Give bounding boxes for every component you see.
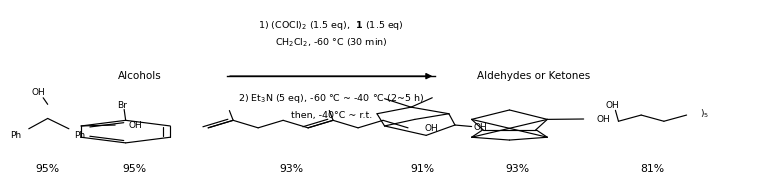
Text: 81%: 81%: [640, 164, 665, 174]
Text: 95%: 95%: [123, 164, 147, 174]
Text: CH$_2$Cl$_2$, -60 °C (30 min): CH$_2$Cl$_2$, -60 °C (30 min): [275, 36, 388, 49]
Text: Ph: Ph: [11, 131, 21, 140]
Text: OH: OH: [128, 121, 142, 130]
Text: )$_5$: )$_5$: [700, 108, 709, 120]
Text: then, -40°C ~ r.t.: then, -40°C ~ r.t.: [291, 111, 372, 120]
Text: 91%: 91%: [410, 164, 435, 174]
Text: OH: OH: [606, 101, 619, 110]
Text: Aldehydes or Ketones: Aldehydes or Ketones: [477, 71, 590, 81]
Text: OH: OH: [474, 123, 488, 132]
Text: Ph: Ph: [74, 131, 85, 140]
Text: Br: Br: [117, 101, 127, 110]
Text: 2) Et$_3$N (5 eq), -60 °C ~ -40 °C (2~5 h): 2) Et$_3$N (5 eq), -60 °C ~ -40 °C (2~5 …: [238, 92, 424, 105]
Text: 93%: 93%: [505, 164, 529, 174]
Text: 93%: 93%: [279, 164, 304, 174]
Text: 1) (COCl)$_2$ (1.5 eq),  $\mathbf{1}$ (1.5 eq): 1) (COCl)$_2$ (1.5 eq), $\mathbf{1}$ (1.…: [258, 19, 404, 32]
Text: OH: OH: [597, 114, 610, 124]
Text: 95%: 95%: [36, 164, 60, 174]
Text: OH: OH: [32, 88, 45, 97]
Text: OH: OH: [425, 124, 438, 133]
Text: Alcohols: Alcohols: [118, 71, 162, 81]
